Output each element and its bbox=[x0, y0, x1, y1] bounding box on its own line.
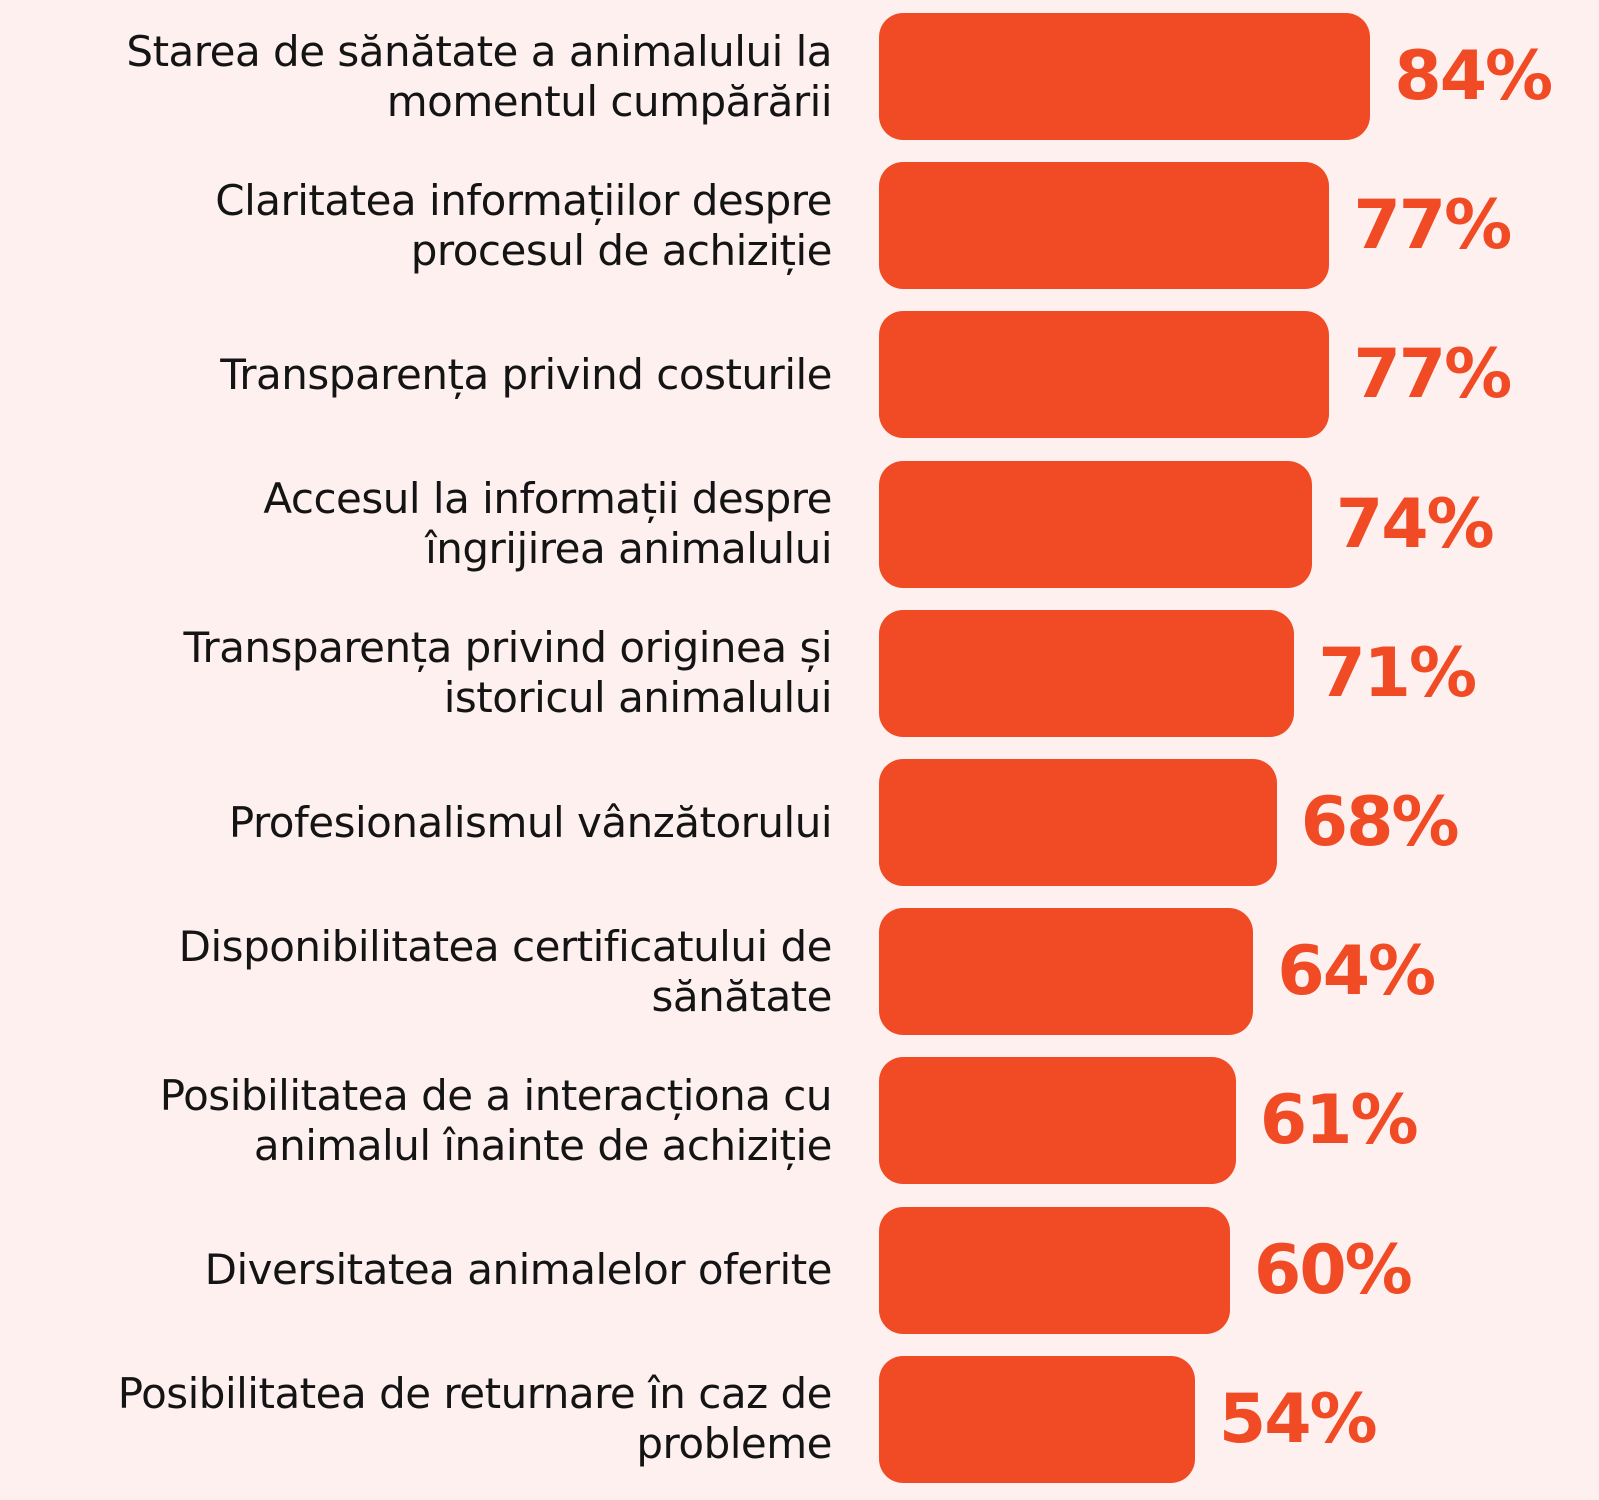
category-label: Transparența privind costurile bbox=[220, 349, 832, 399]
category-label: Accesul la informații despre îngrijirea … bbox=[263, 474, 832, 574]
bar bbox=[879, 311, 1330, 439]
bar bbox=[879, 759, 1277, 886]
bar bbox=[879, 13, 1371, 140]
value-label: 77% bbox=[1353, 335, 1512, 415]
value-label: 77% bbox=[1353, 186, 1512, 266]
value-label: 74% bbox=[1335, 484, 1495, 564]
bar bbox=[879, 1206, 1230, 1334]
category-label: Posibilitatea de a interacționa cu anima… bbox=[159, 1070, 833, 1170]
value-label: 71% bbox=[1318, 633, 1477, 713]
category-label: Profesionalismul vânzătorului bbox=[228, 797, 833, 847]
category-label: Disponibilitatea certificatului de sănăt… bbox=[178, 921, 833, 1021]
bar bbox=[879, 1355, 1195, 1483]
value-label: 64% bbox=[1277, 932, 1436, 1012]
category-label: Transparența privind originea și istoric… bbox=[183, 623, 832, 723]
value-label: 68% bbox=[1300, 783, 1460, 862]
category-label: Diversitatea animalelor oferite bbox=[204, 1245, 833, 1295]
category-label: Starea de sănătate a animalului la momen… bbox=[126, 26, 832, 126]
category-label: Claritatea informațiilor despre procesul… bbox=[215, 175, 832, 275]
bar bbox=[879, 460, 1312, 588]
category-label: Posibilitatea de returnare în caz de pro… bbox=[117, 1369, 833, 1469]
bar bbox=[879, 609, 1295, 737]
value-label: 60% bbox=[1254, 1230, 1413, 1310]
bar bbox=[879, 1057, 1236, 1185]
value-label: 61% bbox=[1259, 1081, 1419, 1161]
value-label: 84% bbox=[1394, 37, 1553, 116]
bar bbox=[879, 162, 1330, 290]
value-label: 54% bbox=[1218, 1379, 1378, 1459]
bar bbox=[879, 908, 1254, 1036]
